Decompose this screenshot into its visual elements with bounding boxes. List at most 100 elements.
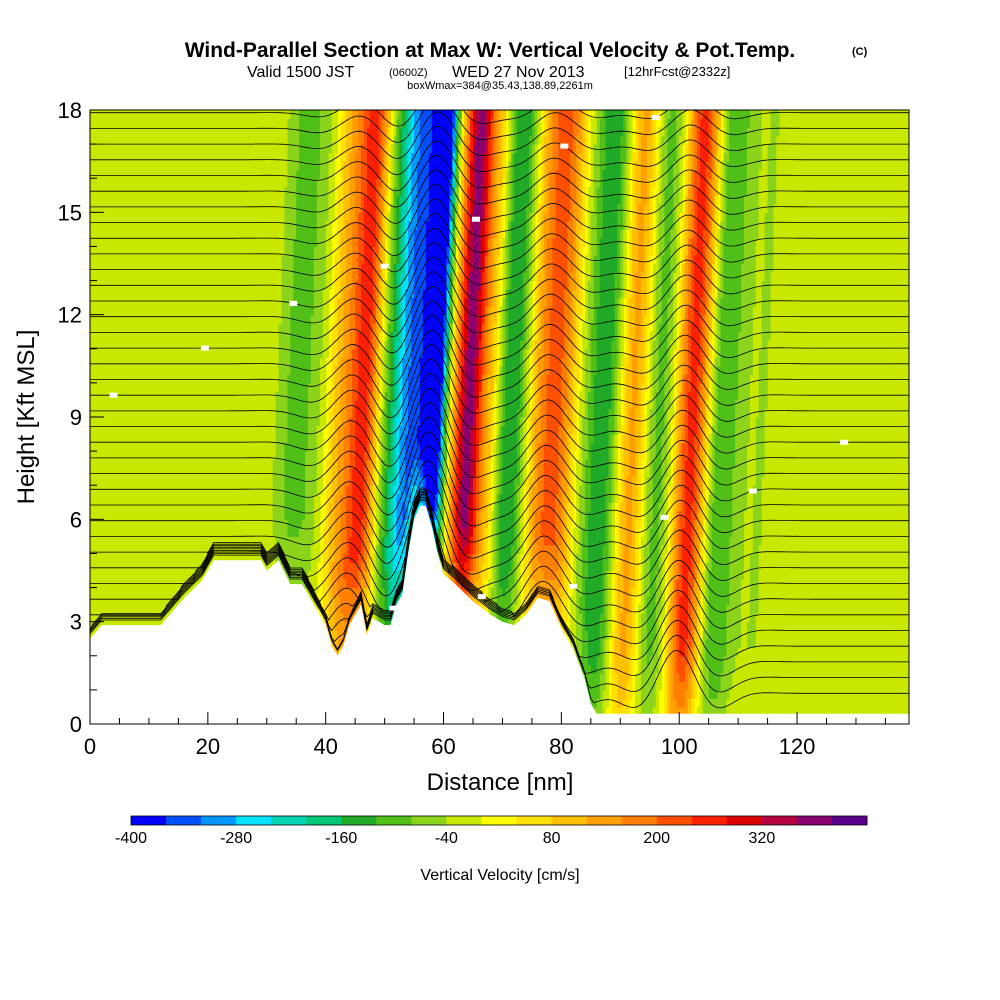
w-cell [690, 237, 695, 324]
w-cell [455, 527, 459, 563]
isentrope-line [90, 373, 909, 451]
w-cell [564, 493, 568, 572]
w-cell [422, 493, 427, 512]
w-cell [764, 110, 769, 213]
w-cell [458, 391, 462, 435]
w-cell [340, 493, 344, 614]
w-cell [443, 408, 448, 435]
w-cell [346, 220, 350, 358]
w-cell [738, 647, 742, 724]
w-cell [396, 544, 400, 572]
w-cell [411, 110, 415, 154]
w-cell [472, 144, 477, 205]
w-cell [210, 110, 215, 665]
w-cell [337, 425, 342, 563]
w-cell [534, 510, 539, 546]
x-tick-label: 80 [549, 734, 573, 759]
colorbar-swatch [446, 816, 482, 825]
w-cell [363, 570, 368, 589]
w-cell [564, 289, 568, 410]
w-cell [738, 331, 742, 648]
w-cell [458, 144, 462, 171]
w-cell [328, 110, 333, 154]
w-cell [758, 348, 763, 546]
chart-title: Wind-Parallel Section at Max W: Vertical… [185, 39, 796, 62]
w-cell [508, 220, 512, 290]
w-cell [635, 110, 639, 162]
w-cell [431, 510, 436, 520]
w-cell [308, 382, 312, 572]
w-cell [599, 672, 604, 724]
w-cell [702, 468, 707, 520]
x-tick-label: 20 [196, 734, 220, 759]
w-cell [637, 451, 642, 529]
w-cell [490, 510, 495, 589]
w-cell [579, 391, 583, 486]
w-cell [422, 289, 427, 478]
isentrope-line [90, 300, 909, 370]
isentrope-line [90, 110, 909, 127]
w-cell [499, 365, 504, 427]
w-cell [534, 340, 539, 418]
w-cell [599, 118, 604, 239]
w-cell [549, 579, 554, 606]
w-cell [387, 110, 392, 128]
w-cell [673, 527, 677, 580]
w-cell [422, 110, 427, 290]
w-cell [699, 536, 704, 589]
w-cell [850, 110, 854, 724]
y-tick-label: 0 [70, 712, 82, 737]
w-cell [337, 186, 342, 299]
w-cell [502, 118, 506, 179]
w-cell [452, 203, 456, 230]
w-cell [573, 365, 577, 452]
w-cell [278, 110, 283, 324]
w-cell [764, 408, 769, 724]
w-cell [526, 203, 530, 282]
w-cell [484, 203, 489, 256]
w-cell [378, 417, 383, 478]
w-cell [334, 110, 339, 154]
w-cell [369, 110, 374, 316]
w-cell [352, 468, 356, 563]
w-cell [635, 161, 639, 273]
w-cell [679, 596, 683, 657]
w-cell [446, 340, 451, 367]
w-cell [561, 357, 565, 478]
w-cell [390, 476, 395, 597]
w-cell [537, 203, 542, 273]
w-cell [440, 519, 445, 546]
w-cell [561, 476, 565, 563]
w-cell [358, 553, 362, 572]
w-cell [549, 169, 554, 307]
w-cell [399, 110, 403, 128]
w-cell [484, 254, 489, 307]
w-cell [637, 110, 642, 205]
w-cell [452, 229, 456, 256]
w-cell [676, 348, 680, 401]
w-cell [635, 672, 639, 724]
w-cell [452, 340, 456, 375]
w-cell [369, 536, 374, 572]
colorbar-tick-label: 200 [643, 830, 670, 847]
w-cell [378, 331, 383, 375]
w-cell [110, 110, 115, 724]
w-cell [714, 434, 719, 700]
w-cell [614, 638, 618, 674]
w-cell [882, 110, 887, 724]
w-cell [555, 570, 560, 597]
w-cell [584, 630, 589, 691]
w-cell [690, 169, 695, 239]
w-cell [387, 399, 392, 469]
w-cell [151, 110, 156, 724]
w-cell [254, 110, 259, 665]
w-cell [361, 519, 365, 563]
w-cell [455, 110, 459, 120]
w-cell [528, 110, 533, 137]
w-cell [175, 110, 179, 708]
y-tick-label: 18 [58, 98, 82, 123]
w-cell [537, 110, 542, 145]
w-cell [402, 110, 406, 128]
w-cell [281, 254, 286, 597]
w-cell [443, 485, 448, 512]
